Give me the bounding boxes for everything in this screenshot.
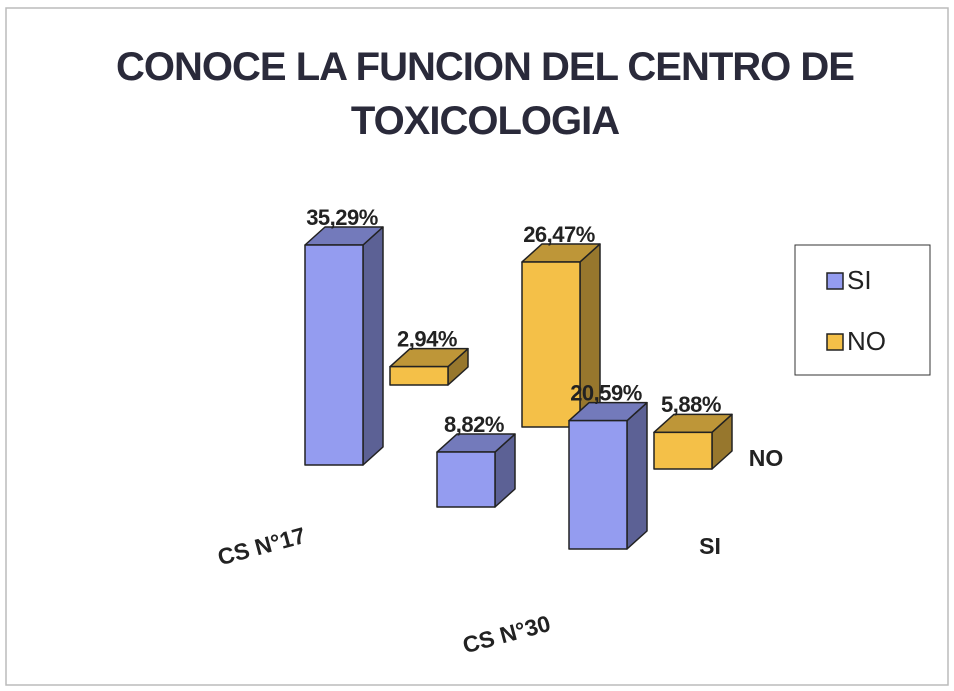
bar [653,413,733,470]
bar-front [653,431,713,470]
legend-swatch [826,333,844,351]
legend-box [794,244,931,376]
data-label: 8,82% [444,412,504,437]
bar [568,401,648,550]
bar-front [521,261,581,428]
legend-label: SI [847,265,872,295]
bar [521,243,601,428]
x-tick-label: CS N°17 [215,522,308,570]
x-tick-label: CS N°30 [460,610,553,658]
legend-swatch [826,272,844,290]
depth-tick-label: NO [749,445,784,471]
chart-frame [5,7,949,686]
depth-tick-label: SI [699,533,721,559]
bar-side [362,226,384,466]
bar-front [436,451,496,508]
bar [436,433,516,508]
bar-front [304,244,364,466]
data-label: 20,59% [570,380,642,405]
bar-front [568,419,628,550]
data-label: 35,29% [306,205,378,230]
bar [389,347,469,386]
data-label: 2,94% [397,326,457,351]
legend-label: NO [847,326,886,356]
data-label: 5,88% [661,392,721,417]
bar-front [389,365,449,386]
bar-side [626,401,648,550]
bar [304,226,384,466]
chart-title: CONOCE LA FUNCION DEL CENTRO DE TOXICOLO… [116,45,855,143]
data-label: 26,47% [523,222,595,247]
